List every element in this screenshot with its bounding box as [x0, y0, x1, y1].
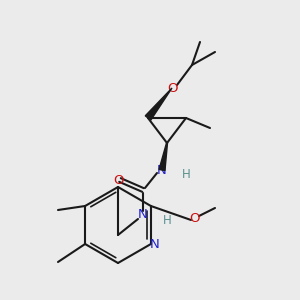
Polygon shape: [159, 143, 167, 170]
Polygon shape: [145, 88, 172, 120]
Text: O: O: [167, 82, 177, 94]
Text: H: H: [163, 214, 171, 226]
Text: H: H: [182, 169, 190, 182]
Text: N: N: [150, 238, 160, 251]
Text: O: O: [113, 173, 123, 187]
Text: N: N: [138, 208, 148, 221]
Text: O: O: [190, 212, 200, 224]
Text: N: N: [157, 164, 167, 176]
